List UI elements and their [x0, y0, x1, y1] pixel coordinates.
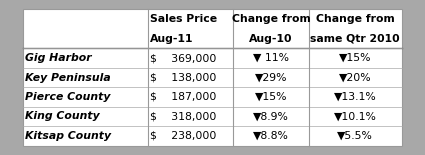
Text: Key Peninsula: Key Peninsula [25, 73, 111, 82]
Text: Pierce County: Pierce County [25, 92, 111, 102]
Text: ▼8.9%: ▼8.9% [253, 111, 289, 122]
Text: Aug-10: Aug-10 [249, 33, 293, 44]
Text: same Qtr 2010: same Qtr 2010 [311, 33, 400, 44]
Text: $  187,000: $ 187,000 [150, 92, 216, 102]
Text: $  369,000: $ 369,000 [150, 53, 216, 63]
Text: ▼15%: ▼15% [255, 92, 287, 102]
Text: Sales Price: Sales Price [150, 14, 217, 24]
Text: ▼20%: ▼20% [339, 73, 371, 82]
Text: ▼29%: ▼29% [255, 73, 287, 82]
Text: Kitsap County: Kitsap County [25, 131, 111, 141]
Text: ▼13.1%: ▼13.1% [334, 92, 377, 102]
Text: Change from: Change from [316, 14, 395, 24]
Text: ▼8.8%: ▼8.8% [253, 131, 289, 141]
FancyBboxPatch shape [23, 9, 402, 146]
Text: Gig Harbor: Gig Harbor [25, 53, 92, 63]
Text: Change from: Change from [232, 14, 311, 24]
Text: ▼ 11%: ▼ 11% [253, 53, 289, 63]
Text: $  238,000: $ 238,000 [150, 131, 216, 141]
Text: Aug-11: Aug-11 [150, 33, 193, 44]
Text: $  318,000: $ 318,000 [150, 111, 216, 122]
Text: ▼10.1%: ▼10.1% [334, 111, 377, 122]
Text: $  138,000: $ 138,000 [150, 73, 216, 82]
Text: ▼15%: ▼15% [339, 53, 371, 63]
Text: King County: King County [25, 111, 100, 122]
Text: ▼5.5%: ▼5.5% [337, 131, 373, 141]
